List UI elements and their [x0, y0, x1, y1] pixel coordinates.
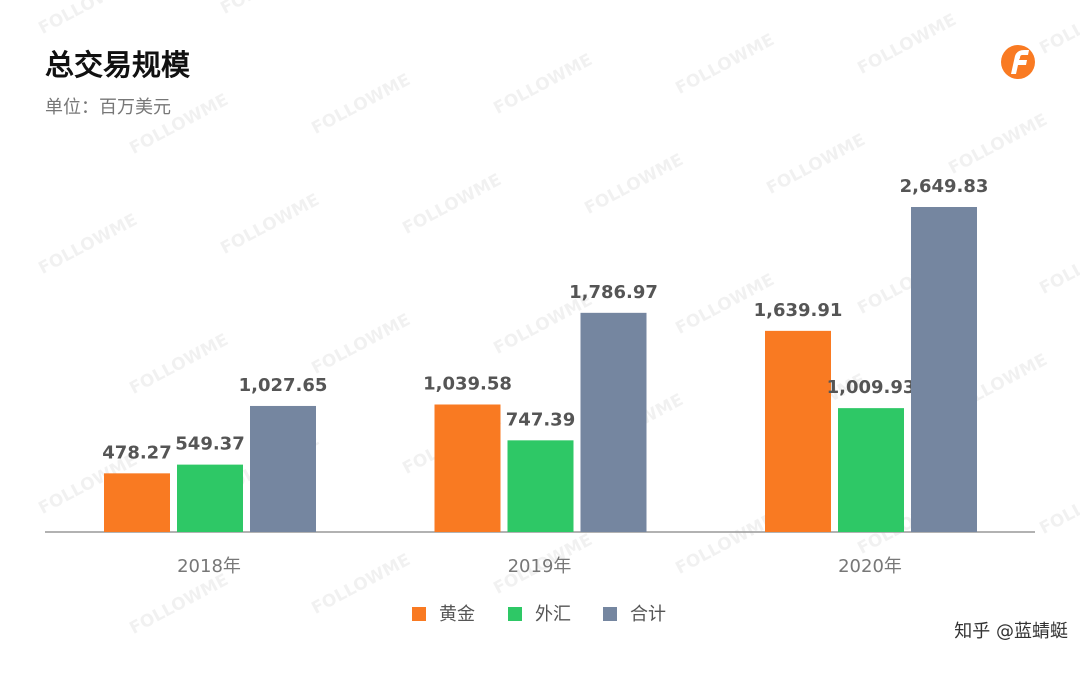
bar — [250, 405, 316, 532]
watermark: FOLLOWME — [35, 210, 141, 279]
value-label: 478.27 — [102, 442, 171, 463]
watermark: FOLLOWME — [581, 150, 687, 219]
watermark: FOLLOWME — [672, 510, 778, 579]
logo — [1001, 45, 1035, 79]
watermark: FOLLOWME — [308, 70, 414, 139]
watermark: FOLLOWME — [763, 130, 869, 199]
watermark: FOLLOWME — [308, 550, 414, 619]
value-label: 1,786.97 — [569, 282, 658, 303]
watermark: FOLLOWME — [490, 50, 596, 119]
value-label: 747.39 — [506, 409, 575, 430]
watermark: FOLLOWME — [672, 30, 778, 99]
legend-swatch — [412, 607, 426, 621]
x-tick-label: 2020年 — [838, 556, 902, 577]
bar — [507, 440, 574, 532]
watermark: FOLLOWME — [399, 170, 505, 239]
x-tick-label: 2018年 — [177, 556, 241, 577]
watermark: FOLLOWME — [1036, 230, 1080, 299]
watermark: FOLLOWME — [126, 330, 232, 399]
bar — [580, 312, 647, 532]
legend-swatch — [603, 607, 617, 621]
value-label: 1,027.65 — [239, 375, 328, 396]
bar — [911, 207, 977, 532]
watermark: FOLLOWME — [945, 110, 1051, 179]
bar — [104, 473, 170, 532]
watermark: FOLLOWME — [217, 190, 323, 259]
chart-subtitle: 单位：百万美元 — [45, 97, 171, 118]
x-tick-label: 2019年 — [508, 556, 572, 577]
watermark: FOLLOWME — [1036, 0, 1080, 59]
value-label: 1,009.93 — [827, 377, 916, 398]
bar — [177, 464, 243, 532]
legend-label: 合计 — [630, 604, 666, 625]
watermark: FOLLOWME — [217, 0, 323, 19]
watermark: FOLLOWME — [1036, 470, 1080, 539]
bar — [434, 404, 501, 532]
bar — [838, 408, 904, 532]
legend-label: 外汇 — [535, 604, 571, 625]
credit: 知乎 @蓝蜻蜓 — [954, 621, 1068, 642]
chart-title: 总交易规模 — [45, 48, 191, 82]
value-label: 2,649.83 — [900, 176, 989, 197]
bar — [765, 330, 831, 532]
watermark: FOLLOWME — [308, 310, 414, 379]
legend-swatch — [508, 607, 522, 621]
legend-label: 黄金 — [439, 604, 475, 625]
value-label: 549.37 — [175, 434, 244, 455]
watermark: FOLLOWME — [35, 0, 141, 39]
watermark: FOLLOWME — [126, 570, 232, 639]
value-label: 1,639.91 — [754, 300, 843, 321]
watermark: FOLLOWME — [854, 10, 960, 79]
value-label: 1,039.58 — [423, 373, 512, 394]
